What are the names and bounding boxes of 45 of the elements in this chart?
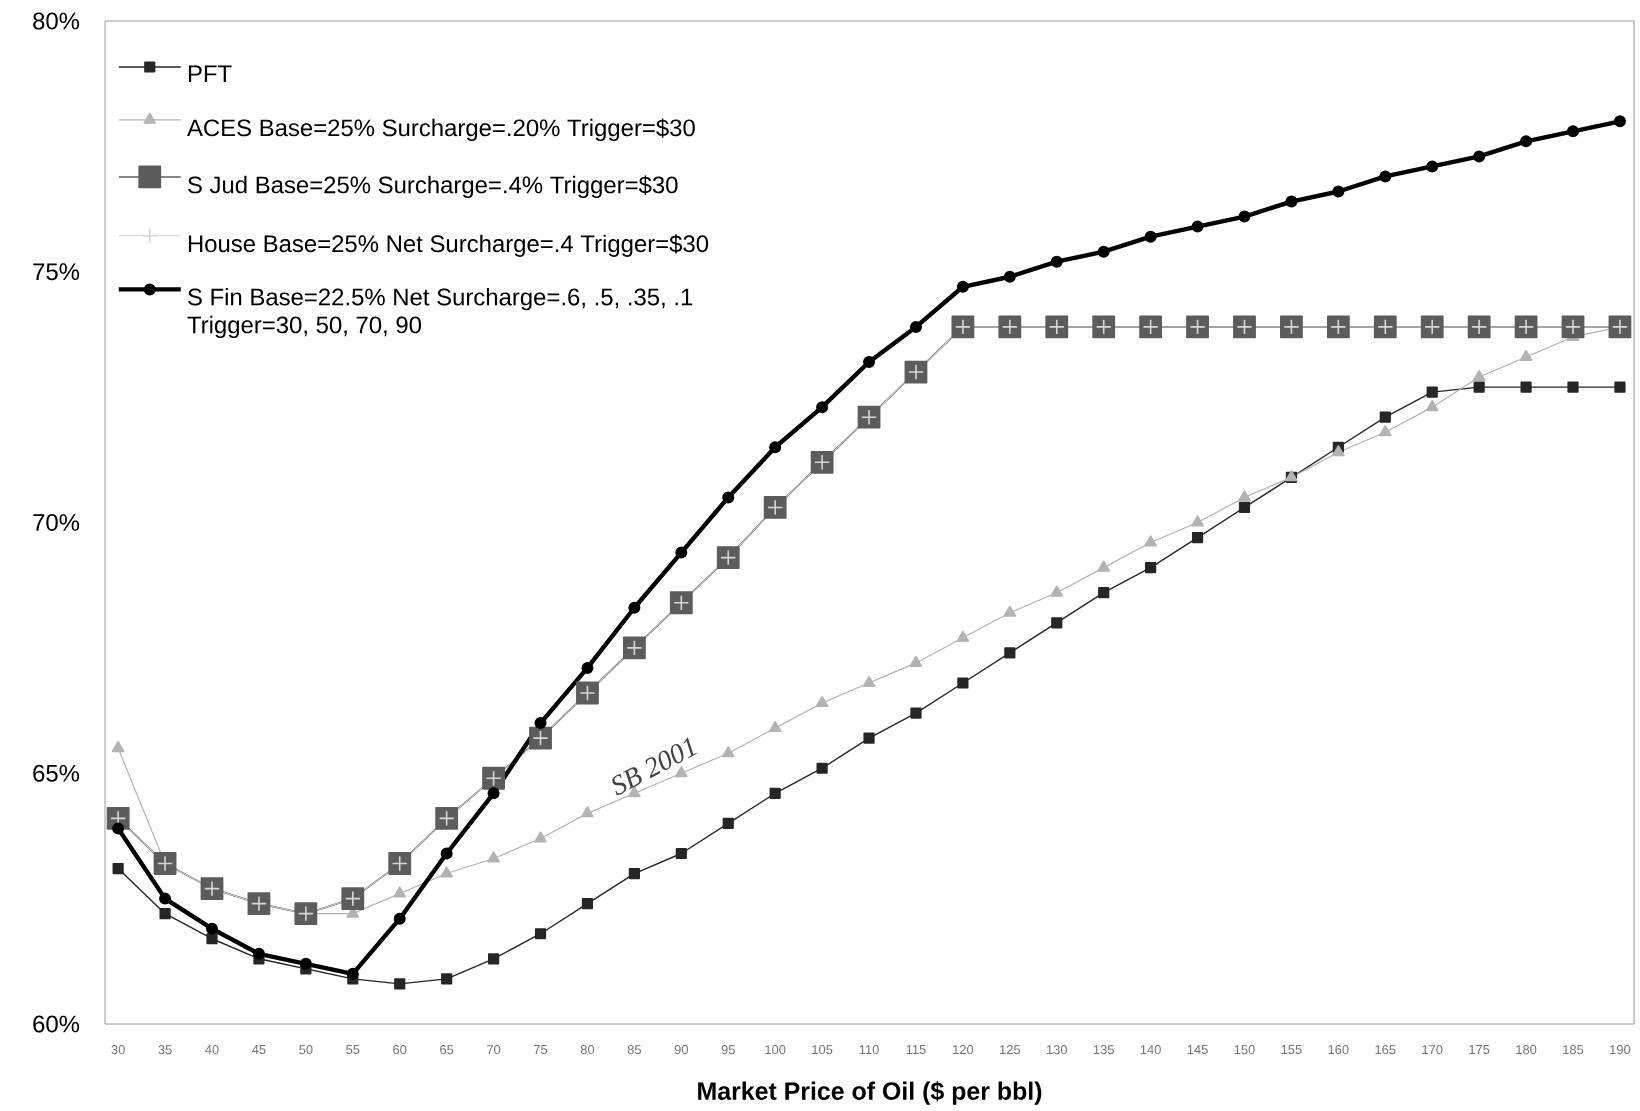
y-tick-label: 70%	[33, 514, 80, 531]
x-tick-label: 120	[953, 1045, 974, 1055]
x-tick-label: 160	[1328, 1045, 1349, 1055]
x-tick-label: 125	[1000, 1045, 1021, 1055]
x-tick-label: 45	[252, 1045, 266, 1055]
x-tick-label: 35	[158, 1045, 172, 1055]
x-tick-label: 30	[111, 1045, 125, 1055]
x-tick-label: 65	[440, 1045, 454, 1055]
y-tick-label: 80%	[33, 12, 80, 30]
legend-label: House Base=25% Net Surcharge=.4 Trigger=$30	[188, 234, 709, 257]
y-tick-label: 75%	[33, 263, 80, 281]
x-tick-label: 140	[1140, 1045, 1161, 1055]
x-tick-label: 95	[721, 1045, 735, 1055]
y-tick-label: 65%	[33, 764, 80, 782]
x-axis-title: Market Price of Oil ($ per bbl)	[698, 1081, 1042, 1105]
x-tick-label: 70	[487, 1045, 501, 1055]
x-tick-label: 80	[580, 1045, 595, 1055]
annotation: SB 2001	[612, 737, 697, 796]
x-tick-label: 185	[1563, 1045, 1584, 1055]
legend-label: S Jud Base=25% Surcharge=.4% Trigger=$30	[188, 175, 678, 199]
y-tick-label: 60%	[33, 1015, 80, 1033]
x-tick-label: 165	[1375, 1045, 1396, 1055]
x-tick-label: 55	[346, 1045, 360, 1055]
legend-label: S Fin Base=22.5% Net Surcharge=.6, .5, .35, .1 Trigger=30, 50, 70, 90	[187, 287, 693, 339]
x-tick-label: 50	[299, 1045, 313, 1055]
x-tick-label: 105	[812, 1045, 833, 1055]
x-tick-label: 155	[1281, 1045, 1302, 1055]
legend-label: PFT	[188, 65, 232, 82]
x-tick-label: 100	[765, 1045, 786, 1055]
x-tick-label: 190	[1610, 1045, 1631, 1055]
x-tick-label: 180	[1516, 1045, 1537, 1055]
x-tick-label: 115	[906, 1045, 926, 1055]
x-tick-label: 75	[533, 1045, 548, 1055]
x-tick-label: 60	[393, 1045, 407, 1055]
x-tick-label: 150	[1234, 1045, 1255, 1055]
legend-label: ACES Base=25% Surcharge=.20% Trigger=$30	[186, 118, 695, 142]
x-tick-label: 40	[205, 1045, 219, 1055]
x-tick-label: 175	[1469, 1045, 1490, 1055]
x-tick-label: 130	[1046, 1045, 1068, 1055]
x-tick-label: 170	[1422, 1045, 1443, 1055]
x-tick-label: 135	[1093, 1045, 1114, 1055]
x-tick-label: 110	[859, 1045, 879, 1055]
x-tick-label: 90	[674, 1045, 688, 1055]
x-tick-label: 145	[1187, 1045, 1208, 1055]
x-tick-label: 85	[627, 1045, 642, 1055]
